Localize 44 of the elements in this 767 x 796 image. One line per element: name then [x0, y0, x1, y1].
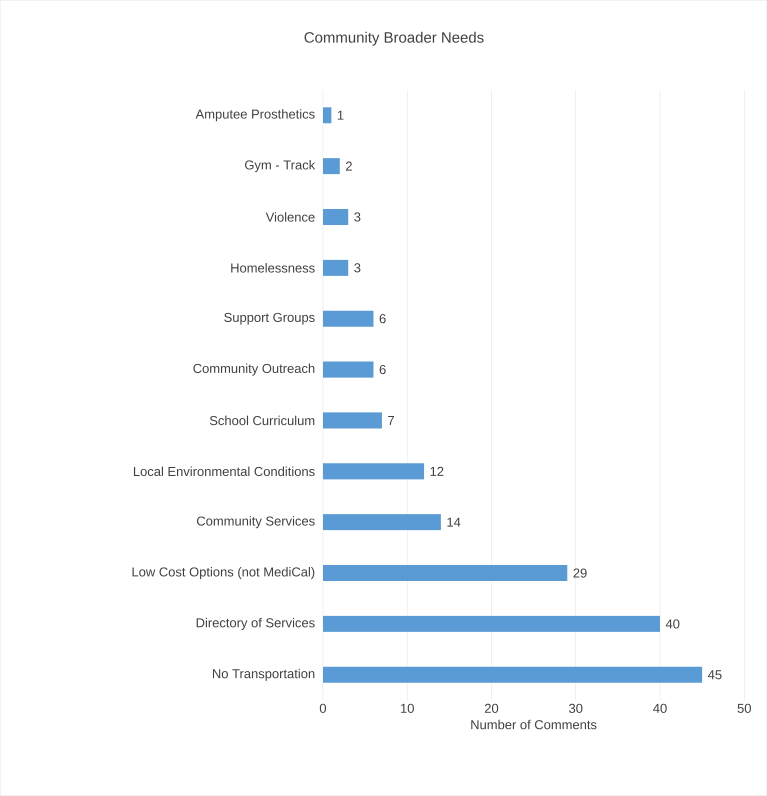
data-label: 45 [708, 670, 722, 680]
y-tick-label: Violence [266, 212, 315, 222]
bar [322, 463, 424, 480]
y-tick-label: Gym - Track [245, 160, 316, 172]
data-label: 3 [354, 212, 360, 222]
y-tick-label: Local Environmental Conditions [134, 466, 315, 476]
bar [322, 412, 382, 428]
data-label: 7 [388, 416, 394, 425]
y-tick-label: Directory of Services [196, 618, 315, 630]
y-tick-label: Community Outreach [193, 364, 314, 376]
bar [322, 260, 348, 276]
data-label: 2 [346, 162, 352, 171]
data-label: 29 [574, 568, 587, 578]
x-tick-label: 30 [569, 704, 582, 713]
data-label: 12 [430, 466, 444, 476]
data-label: 6 [380, 314, 386, 324]
bar [322, 362, 374, 378]
x-tick-label: 40 [653, 704, 667, 713]
y-tick-label: Support Groups [224, 312, 315, 325]
bar [322, 616, 660, 632]
chart-title: Community Broader Needs [304, 32, 484, 46]
y-tick-label: No Transportation [212, 668, 314, 681]
x-tick-label: 50 [738, 704, 751, 713]
x-tick-label: 20 [484, 704, 498, 713]
data-label: 14 [447, 518, 460, 527]
y-tick-label: Homelessness [231, 263, 315, 273]
y-tick-label: Community Services [196, 516, 315, 528]
y-tick-label: School Curriculum [210, 416, 314, 426]
x-tick-label: 10 [400, 704, 414, 713]
y-tick-label: Low Cost Options (not MediCal) [132, 567, 314, 580]
data-label: 3 [354, 263, 360, 272]
bar [322, 310, 374, 327]
bar [322, 107, 332, 124]
bar [322, 208, 348, 225]
data-label: 6 [380, 364, 386, 374]
bar [322, 158, 340, 174]
bar [322, 666, 702, 683]
data-label: 40 [666, 619, 680, 629]
x-axis-title: Number of Comments [471, 720, 597, 730]
x-tick-label: 0 [320, 704, 326, 713]
bar [322, 514, 441, 530]
y-tick-label: Amputee Prosthetics [196, 109, 315, 122]
data-label: 1 [338, 110, 344, 120]
bar [322, 565, 568, 582]
